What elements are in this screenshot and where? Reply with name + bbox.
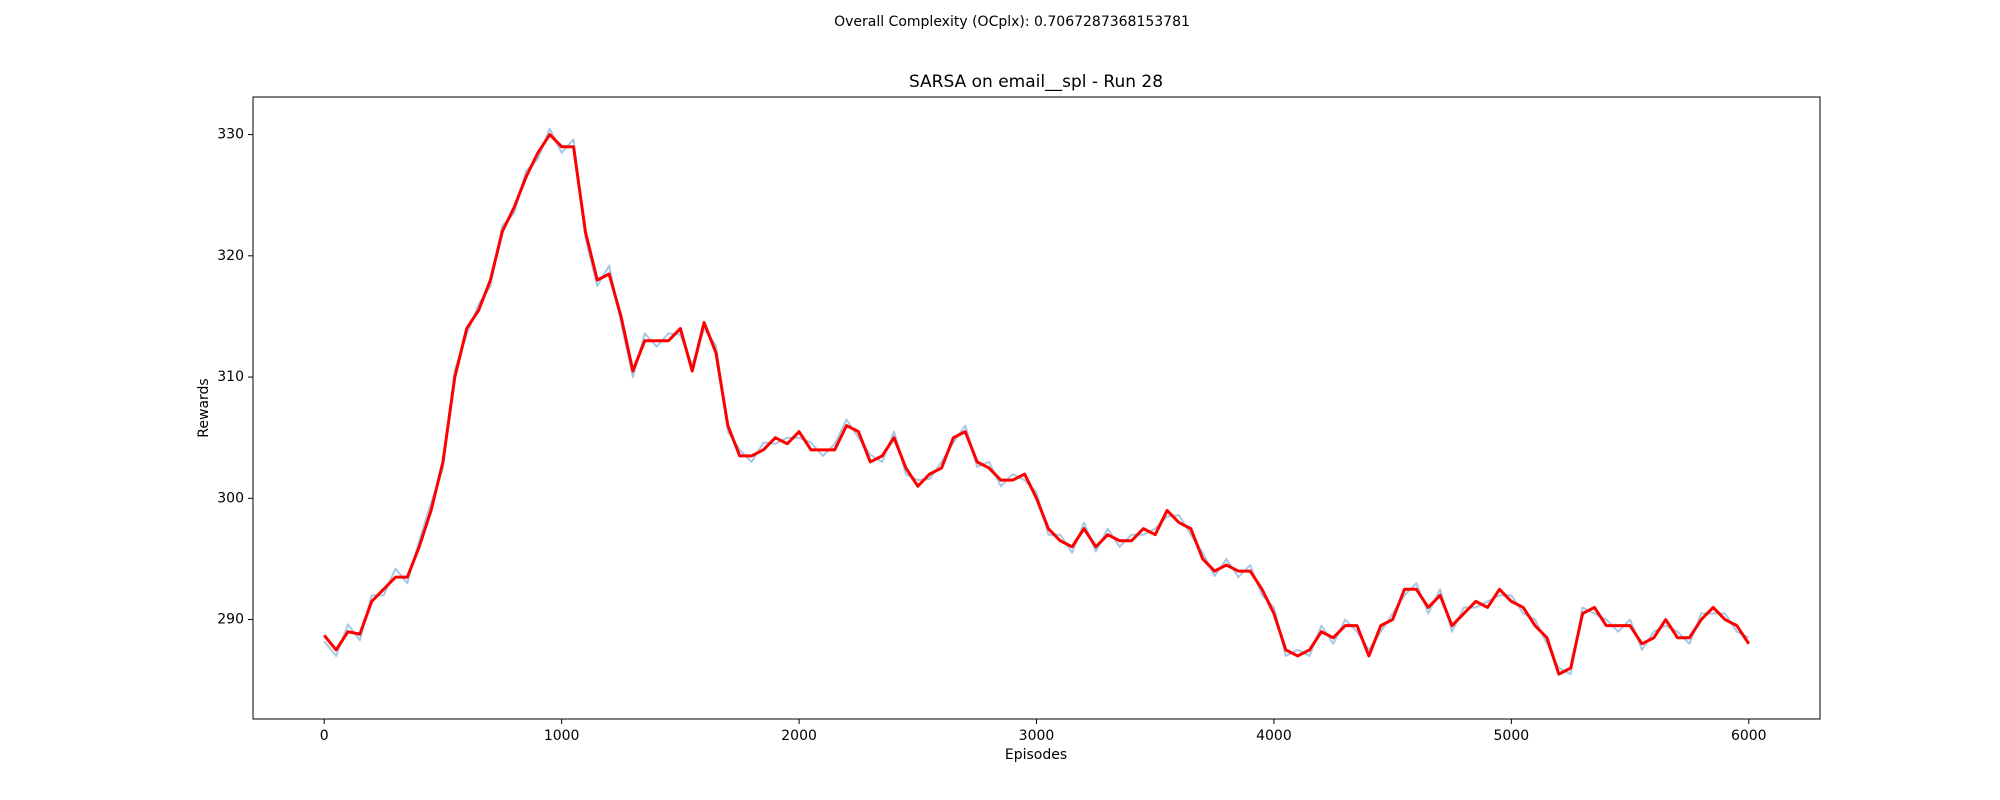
y-tick-label: 310 [217,369,244,385]
y-tick-label: 320 [217,248,244,264]
y-axis-label: Rewards [196,378,212,437]
x-tick-label: 1000 [544,728,580,744]
x-tick-label: 5000 [1494,728,1530,744]
x-tick-label: 0 [320,728,329,744]
x-tick-label: 4000 [1256,728,1292,744]
data-line [323,133,1751,676]
y-tick-label: 290 [217,612,244,628]
plot-frame [252,96,1821,720]
x-tick-label: 6000 [1731,728,1767,744]
suptitle: Overall Complexity (OCplx): 0.7067287368… [834,14,1190,30]
y-tick-label: 330 [217,127,244,143]
y-tick-label: 300 [217,490,244,506]
x-tick-label: 3000 [1019,728,1055,744]
x-axis-label: Episodes [1005,747,1067,763]
data-line [323,127,1750,676]
chart-title: SARSA on email__spl - Run 28 [909,72,1163,92]
x-tick-label: 2000 [781,728,817,744]
